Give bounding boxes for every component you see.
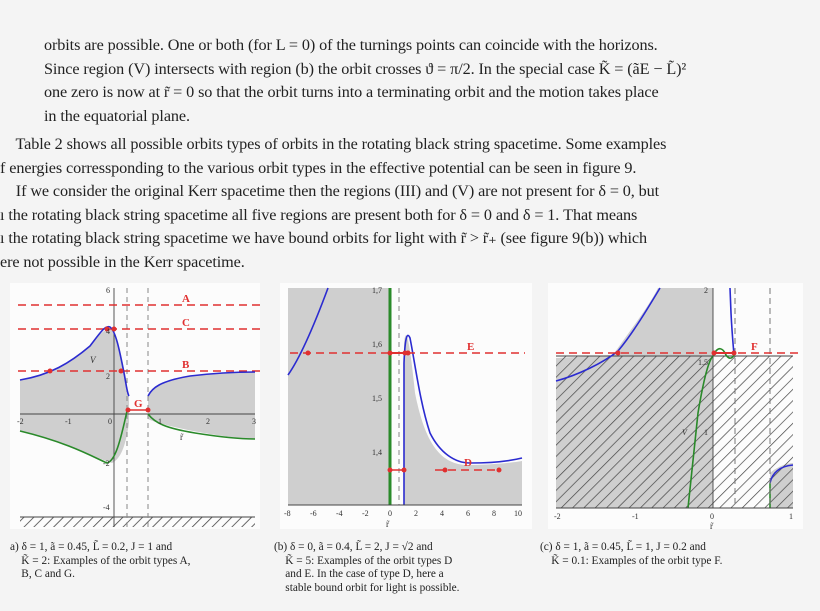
x-tick: 3 xyxy=(252,417,256,426)
y-tick: 1,6 xyxy=(372,340,382,349)
text-line: Table 2 shows all possible orbits types … xyxy=(0,135,667,153)
paragraph-orbit-turning-points: orbits are possible. One or both (for L … xyxy=(44,34,686,128)
caption-figure-9c: (c) δ = 1, ã = 0.45, L̃ = 1, J = 0.2 and… xyxy=(540,541,722,568)
caption-line: (b) δ = 0, ã = 0.4, L̃ = 2, J = √2 and xyxy=(274,541,433,553)
potential-curve-lower xyxy=(147,413,256,440)
x-tick: 2 xyxy=(414,509,418,518)
caption-figure-9a: a) δ = 1, ã = 0.45, L̃ = 0.2, J = 1 and … xyxy=(10,541,191,582)
label-c: C xyxy=(182,317,190,329)
text-line: Since region (V) intersects with region … xyxy=(44,59,687,78)
potential-curve-upper xyxy=(769,464,794,484)
x-tick: 0 xyxy=(108,417,112,426)
y-tick: 1 xyxy=(704,428,708,437)
potential-curve-lower xyxy=(19,410,128,464)
x-tick: 4 xyxy=(440,509,444,518)
x-tick: 0 xyxy=(710,512,714,521)
x-tick: -2 xyxy=(362,509,369,518)
text-line: in the equatorial plane. xyxy=(44,106,190,125)
curve-label-v: V xyxy=(682,428,688,437)
x-tick: -2 xyxy=(17,417,24,426)
y-tick: 1,5 xyxy=(372,394,382,403)
figure-9c-plot: F 2 1.5 -2 -1 0 1 V 1 r̃ xyxy=(548,283,803,531)
figure-9b-plot: E D 1,7 1,6 1,5 1,4 -8 -6 -4 -2 0 2 4 6 … xyxy=(280,283,532,529)
figure-9a-plot: A C B G V r̃ 6 4 2 -2 -4 -2 -1 0 1 2 3 xyxy=(10,283,260,529)
text-line: ere not possible in the Kerr spacetime. xyxy=(0,252,245,271)
text-line: ı the rotating black string spacetime we… xyxy=(0,229,647,247)
paragraph-table2-discussion: Table 2 shows all possible orbits types … xyxy=(0,133,666,274)
y-tick: -4 xyxy=(103,503,110,512)
curve-label-v: V xyxy=(90,355,97,365)
plot-c-canvas: F 2 1.5 -2 -1 0 1 V 1 r̃ xyxy=(554,286,798,531)
y-tick: 1,4 xyxy=(372,448,382,457)
plot-a-canvas: A C B G V r̃ 6 4 2 -2 -4 -2 -1 0 1 2 3 xyxy=(17,286,260,527)
caption-line: and E. In the case of type D, here a xyxy=(274,568,444,580)
x-tick: 1 xyxy=(158,417,162,426)
caption-line: K̃ = 5: Examples of the orbit types D xyxy=(274,554,453,567)
x-tick: -6 xyxy=(310,509,317,518)
caption-line: K̃ = 0.1: Examples of the orbit type F. xyxy=(540,554,723,567)
x-axis-label: r̃ xyxy=(180,432,184,442)
y-tick: 4 xyxy=(106,327,110,336)
caption-line: (c) δ = 1, ã = 0.45, L̃ = 1, J = 0.2 and xyxy=(540,541,706,553)
x-tick: -1 xyxy=(632,512,639,521)
potential-curve-upper xyxy=(147,371,256,397)
y-tick: 2 xyxy=(106,372,110,381)
text-line: one zero is now at r̃ = 0 so that the or… xyxy=(44,83,659,101)
y-tick: 1.5 xyxy=(698,358,708,367)
label-e: E xyxy=(467,341,474,353)
caption-line: a) δ = 1, ã = 0.45, L̃ = 0.2, J = 1 and xyxy=(10,541,173,553)
label-f: F xyxy=(751,341,758,353)
text-line: f energies corressponding to the various… xyxy=(0,158,637,177)
plot-b-canvas: E D 1,7 1,6 1,5 1,4 -8 -6 -4 -2 0 2 4 6 … xyxy=(284,286,525,529)
x-tick: 8 xyxy=(492,509,496,518)
label-b: B xyxy=(182,359,190,371)
label-d: D xyxy=(464,457,472,469)
text-line: If we consider the original Kerr spaceti… xyxy=(0,182,660,200)
potential-curve-upper xyxy=(287,287,329,376)
caption-line: B, C and G. xyxy=(10,568,75,580)
caption-figure-9b: (b) δ = 0, ã = 0.4, L̃ = 2, J = √2 and K… xyxy=(274,541,459,595)
potential-curve-upper xyxy=(19,325,130,397)
potential-curve-upper xyxy=(729,287,735,356)
potential-curve-upper xyxy=(403,334,523,505)
x-tick: 2 xyxy=(206,417,210,426)
x-tick: -1 xyxy=(65,417,72,426)
x-axis-label: r̃ xyxy=(710,521,714,529)
y-tick: -2 xyxy=(103,459,110,468)
potential-curve-lower xyxy=(687,347,735,509)
text-line: ı the rotating black string spacetime al… xyxy=(0,205,638,224)
x-tick: 1 xyxy=(789,512,793,521)
x-tick: 10 xyxy=(514,509,522,518)
y-tick: 2 xyxy=(704,286,708,295)
x-tick: -8 xyxy=(284,509,291,518)
x-axis-label: r̃ xyxy=(386,519,390,529)
x-tick: 0 xyxy=(388,509,392,518)
y-tick: 1,7 xyxy=(372,286,382,295)
x-tick: -4 xyxy=(336,509,343,518)
label-a: A xyxy=(182,293,190,305)
text-line: orbits are possible. One or both (for L … xyxy=(44,36,658,54)
caption-line: K̃ = 2: Examples of the orbit types A, xyxy=(10,554,191,567)
label-g: G xyxy=(134,398,143,410)
caption-line: stable bound orbit for light is possible… xyxy=(274,581,460,594)
x-tick: 6 xyxy=(466,509,470,518)
y-tick: 6 xyxy=(106,286,110,295)
x-tick: -2 xyxy=(554,512,561,521)
